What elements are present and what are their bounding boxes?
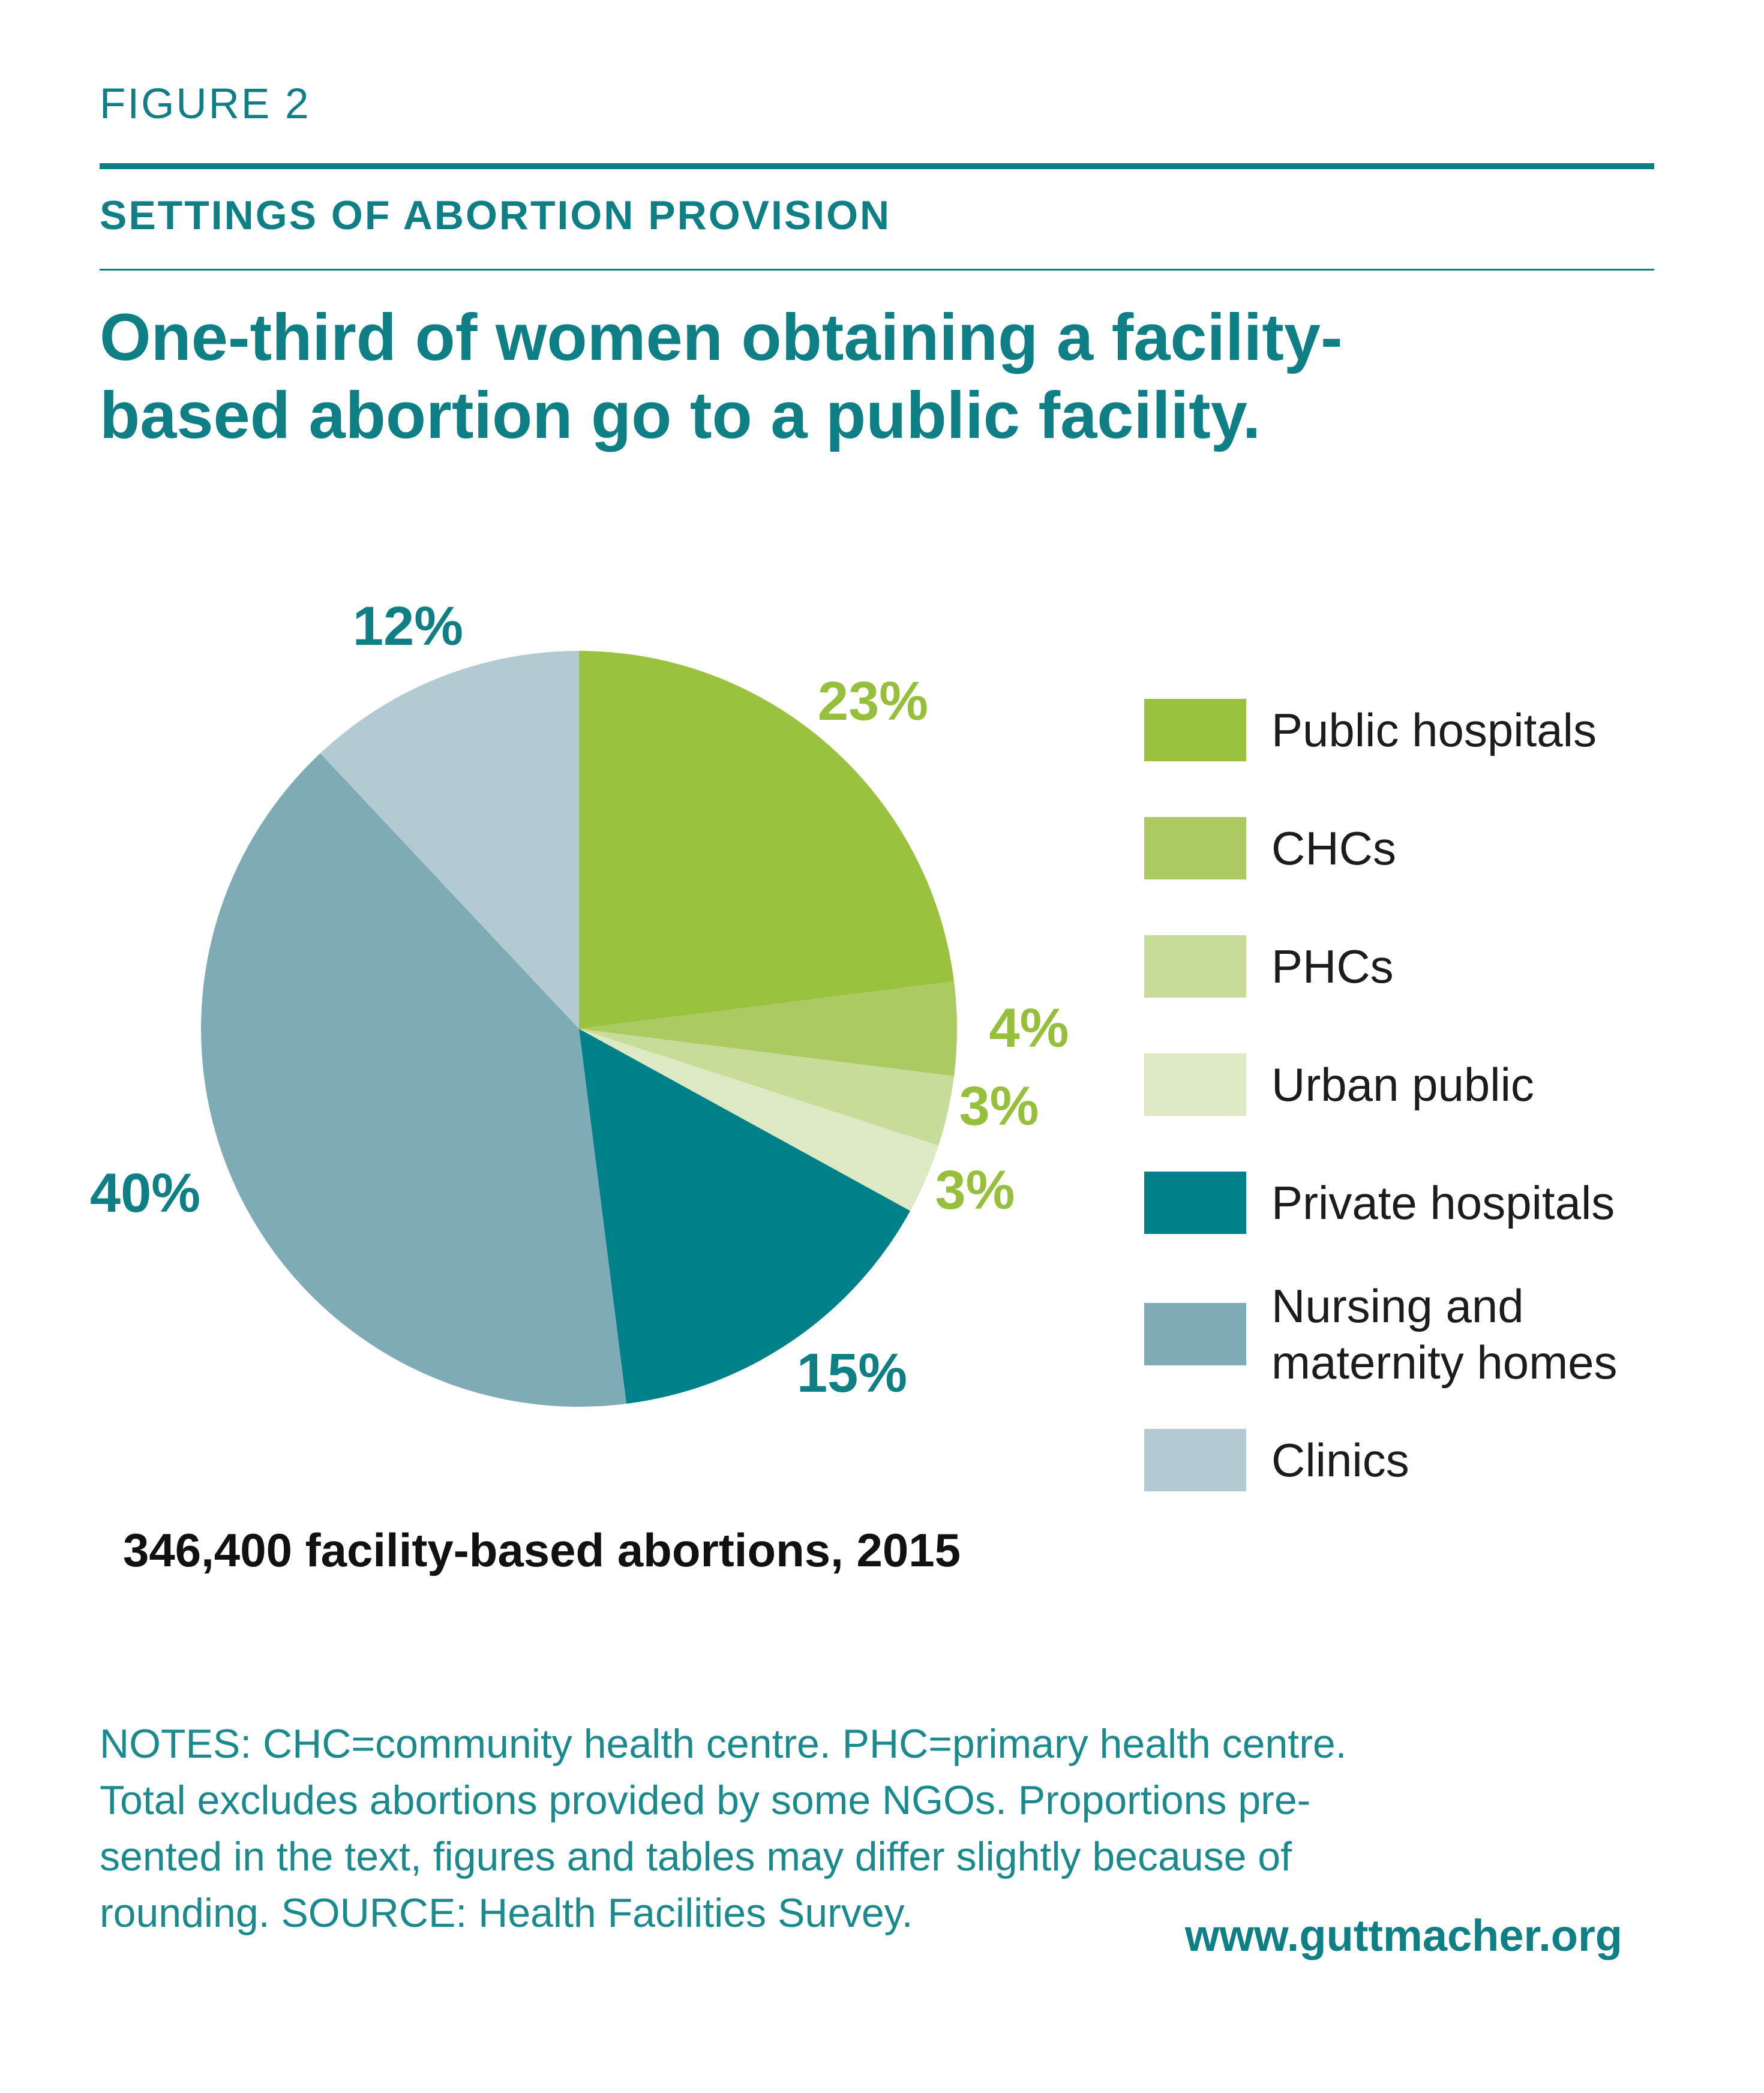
source-link[interactable]: www.guttmacher.org <box>1184 1911 1622 1960</box>
legend-label-line: maternity homes <box>1271 1336 1618 1389</box>
section-title: SETTINGS OF ABORTION PROVISION <box>100 193 892 238</box>
pie-slice-clinics <box>320 651 579 1029</box>
figure-label: FIGURE 2 <box>100 80 311 128</box>
legend-label: Urban public <box>1271 1056 1534 1113</box>
header-divider <box>100 269 1654 271</box>
legend-swatch <box>1144 699 1246 761</box>
chart-notes: NOTES: CHC=community health centre. PHC=… <box>100 1716 1672 1941</box>
notes-line: rounding. SOURCE: Health Facilities Surv… <box>100 1890 913 1936</box>
legend-swatch <box>1144 1303 1246 1365</box>
pie-value-label: 3% <box>959 1076 1039 1137</box>
pie-value-label: 4% <box>989 998 1069 1059</box>
pie-value-label: 40% <box>90 1163 200 1224</box>
pie-chart: 23% 4% 3% 3% 15% 40% 12% <box>90 596 1069 1407</box>
pie-value-label: 23% <box>818 671 928 732</box>
legend-label: PHCs <box>1271 938 1394 995</box>
pie-slice-nursing-and-maternity-homes <box>201 753 626 1407</box>
pie-labels: 23% 4% 3% 3% 15% 40% 12% <box>90 596 1069 1404</box>
legend-label-line: Public hospitals <box>1271 704 1597 756</box>
pie-value-label: 12% <box>353 596 463 657</box>
header-rule <box>100 163 1654 169</box>
pie-slice-chcs <box>579 981 957 1076</box>
legend-label-line: CHCs <box>1271 822 1396 875</box>
legend-label-line: Urban public <box>1271 1058 1534 1111</box>
legend-swatch <box>1144 1172 1246 1234</box>
pie-slice-private-hospitals <box>579 1029 911 1404</box>
legend-label-line: Private hospitals <box>1271 1176 1615 1229</box>
chart-total-caption: 346,400 facility-based abortions, 2015 <box>123 1524 961 1576</box>
notes-line: Total excludes abortions provided by som… <box>100 1777 1311 1823</box>
legend-swatch <box>1144 817 1246 879</box>
legend-swatch <box>1144 1053 1246 1116</box>
legend-label-line: Clinics <box>1271 1434 1409 1487</box>
legend-label-line: PHCs <box>1271 940 1394 993</box>
pie-value-label: 15% <box>797 1343 907 1404</box>
notes-line: NOTES: CHC=community health centre. PHC=… <box>100 1721 1347 1767</box>
legend-label: Private hospitals <box>1271 1175 1615 1231</box>
pie-slice-phcs <box>579 1029 955 1146</box>
legend-swatch <box>1144 935 1246 998</box>
pie-value-label: 3% <box>935 1160 1015 1221</box>
pie-slices <box>201 651 957 1407</box>
headline-line: based abortion go to a public facility. <box>100 379 1261 452</box>
legend-label-line: Nursing and <box>1271 1280 1524 1332</box>
legend-label: Public hospitals <box>1271 702 1597 758</box>
chart-headline: One-third of women obtaining a facility-… <box>100 299 1672 455</box>
notes-line: sented in the text, figures and tables m… <box>100 1834 1292 1879</box>
legend-swatch <box>1144 1429 1246 1491</box>
pie-slice-public-hospitals <box>579 651 955 1029</box>
headline-line: One-third of women obtaining a facility- <box>100 301 1343 374</box>
pie-slice-urban-public <box>579 1029 939 1211</box>
legend-label: Nursing and maternity homes <box>1271 1278 1618 1391</box>
legend-label: CHCs <box>1271 820 1396 876</box>
legend-label: Clinics <box>1271 1432 1409 1488</box>
